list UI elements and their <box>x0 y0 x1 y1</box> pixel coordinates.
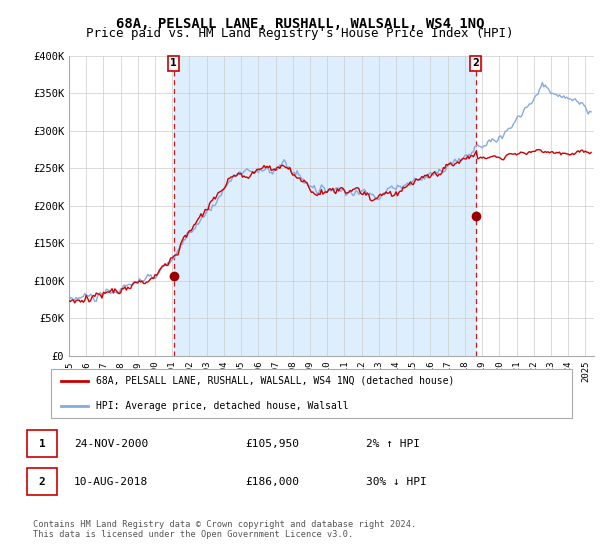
Text: 2: 2 <box>38 477 46 487</box>
Text: 24-NOV-2000: 24-NOV-2000 <box>74 438 148 449</box>
FancyBboxPatch shape <box>27 430 57 458</box>
Text: 2: 2 <box>472 58 479 68</box>
Text: 10-AUG-2018: 10-AUG-2018 <box>74 477 148 487</box>
Text: £105,950: £105,950 <box>245 438 299 449</box>
Text: 1: 1 <box>38 438 46 449</box>
FancyBboxPatch shape <box>50 369 572 418</box>
Text: 68A, PELSALL LANE, RUSHALL, WALSALL, WS4 1NQ: 68A, PELSALL LANE, RUSHALL, WALSALL, WS4… <box>116 17 484 31</box>
Text: HPI: Average price, detached house, Walsall: HPI: Average price, detached house, Wals… <box>95 401 348 411</box>
Text: 2% ↑ HPI: 2% ↑ HPI <box>366 438 420 449</box>
Text: Contains HM Land Registry data © Crown copyright and database right 2024.
This d: Contains HM Land Registry data © Crown c… <box>33 520 416 539</box>
Text: Price paid vs. HM Land Registry's House Price Index (HPI): Price paid vs. HM Land Registry's House … <box>86 27 514 40</box>
Text: 1: 1 <box>170 58 177 68</box>
Text: 30% ↓ HPI: 30% ↓ HPI <box>366 477 427 487</box>
Text: £186,000: £186,000 <box>245 477 299 487</box>
FancyBboxPatch shape <box>27 468 57 495</box>
Bar <box>173 56 476 356</box>
Text: 68A, PELSALL LANE, RUSHALL, WALSALL, WS4 1NQ (detached house): 68A, PELSALL LANE, RUSHALL, WALSALL, WS4… <box>95 376 454 386</box>
